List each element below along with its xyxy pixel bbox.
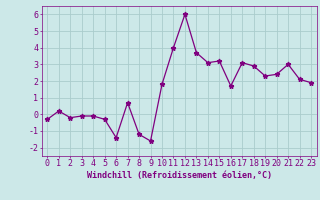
X-axis label: Windchill (Refroidissement éolien,°C): Windchill (Refroidissement éolien,°C) [87, 171, 272, 180]
